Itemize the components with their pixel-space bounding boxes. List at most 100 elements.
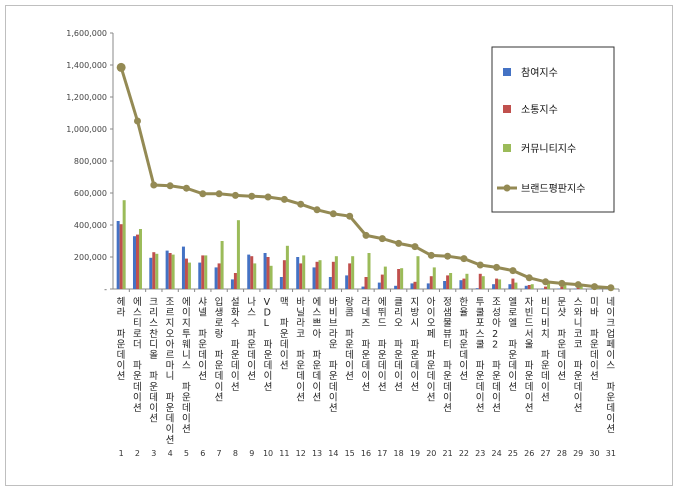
category-index-23: 23: [475, 449, 485, 458]
line-point-19: [411, 243, 419, 251]
category-index-7: 7: [217, 449, 222, 458]
bar-소통지수-24: [495, 278, 499, 289]
bar-소통지수-3: [152, 252, 156, 289]
bar-커뮤니티지수-2: [138, 229, 142, 289]
bar-참여지수-28: [557, 288, 561, 290]
line-point-22: [460, 255, 468, 263]
bar-참여지수-20: [426, 283, 430, 289]
line-point-9: [248, 192, 256, 200]
bar-소통지수-2: [135, 234, 139, 289]
bar-커뮤니티지수-15: [351, 256, 355, 289]
line-point-3: [150, 181, 158, 189]
legend-swatch-marker: [503, 184, 511, 192]
bar-커뮤니티지수-18: [400, 268, 404, 289]
line-point-27: [542, 278, 550, 286]
bar-참여지수-4: [165, 250, 169, 289]
line-point-2: [133, 117, 141, 125]
bar-참여지수-9: [247, 254, 251, 289]
line-point-26: [525, 274, 533, 282]
bar-참여지수-26: [524, 285, 528, 289]
bar-커뮤니티지수-12: [302, 255, 306, 289]
bar-참여지수-17: [377, 282, 381, 289]
bar-소통지수-6: [201, 255, 205, 289]
line-point-18: [395, 239, 403, 247]
category-index-9: 9: [249, 449, 254, 458]
bar-소통지수-1: [119, 224, 123, 289]
line-point-7: [215, 190, 223, 198]
bar-참여지수-14: [328, 277, 332, 289]
line-point-28: [558, 279, 566, 287]
line-point-4: [166, 182, 174, 190]
y-tick-label: -: [104, 285, 107, 294]
category-index-19: 19: [410, 449, 420, 458]
bar-참여지수-10: [263, 253, 267, 289]
bar-커뮤니티지수-3: [155, 253, 159, 289]
category-index-26: 26: [524, 449, 534, 458]
category-index-24: 24: [491, 449, 501, 458]
bar-소통지수-27: [544, 286, 548, 289]
bar-참여지수-29: [573, 288, 577, 290]
category-index-22: 22: [459, 449, 469, 458]
y-tick-label: 400,000: [74, 221, 107, 230]
line-point-23: [476, 261, 484, 269]
bar-소통지수-23: [478, 273, 482, 289]
line-point-24: [493, 263, 501, 271]
bar-커뮤니티지수-27: [547, 283, 551, 289]
bar-소통지수-7: [217, 263, 221, 289]
category-index-20: 20: [426, 449, 436, 458]
bar-참여지수-18: [394, 285, 398, 289]
bar-참여지수-25: [508, 284, 512, 289]
bar-소통지수-28: [560, 286, 564, 289]
bar-커뮤니티지수-7: [220, 241, 224, 289]
bar-참여지수-11: [279, 277, 283, 289]
bar-커뮤니티지수-19: [416, 256, 420, 289]
y-tick-label: 1,000,000: [66, 125, 107, 134]
line-point-5: [182, 184, 190, 192]
category-index-2: 2: [135, 449, 140, 458]
bar-참여지수-15: [345, 275, 349, 289]
bar-커뮤니티지수-25: [514, 282, 518, 289]
bar-커뮤니티지수-13: [318, 260, 322, 289]
bar-참여지수-13: [312, 267, 316, 289]
bar-소통지수-14: [331, 261, 335, 289]
y-tick-label: 600,000: [74, 189, 107, 198]
category-index-10: 10: [263, 449, 273, 458]
line-point-30: [591, 283, 599, 291]
bar-소통지수-25: [511, 278, 515, 289]
category-index-8: 8: [233, 449, 238, 458]
line-point-13: [313, 206, 321, 214]
category-index-29: 29: [573, 449, 583, 458]
category-index-28: 28: [557, 449, 567, 458]
bar-소통지수-5: [184, 258, 188, 289]
bar-소통지수-18: [397, 269, 401, 289]
bar-커뮤니티지수-11: [285, 245, 289, 289]
line-point-10: [264, 193, 272, 201]
bar-커뮤니티지수-1: [122, 200, 126, 289]
category-index-11: 11: [279, 449, 289, 458]
line-point-21: [444, 252, 452, 260]
category-index-27: 27: [540, 449, 550, 458]
y-tick-label: 1,200,000: [66, 93, 107, 102]
bar-소통지수-13: [315, 261, 319, 289]
bar-커뮤니티지수-4: [171, 254, 175, 289]
